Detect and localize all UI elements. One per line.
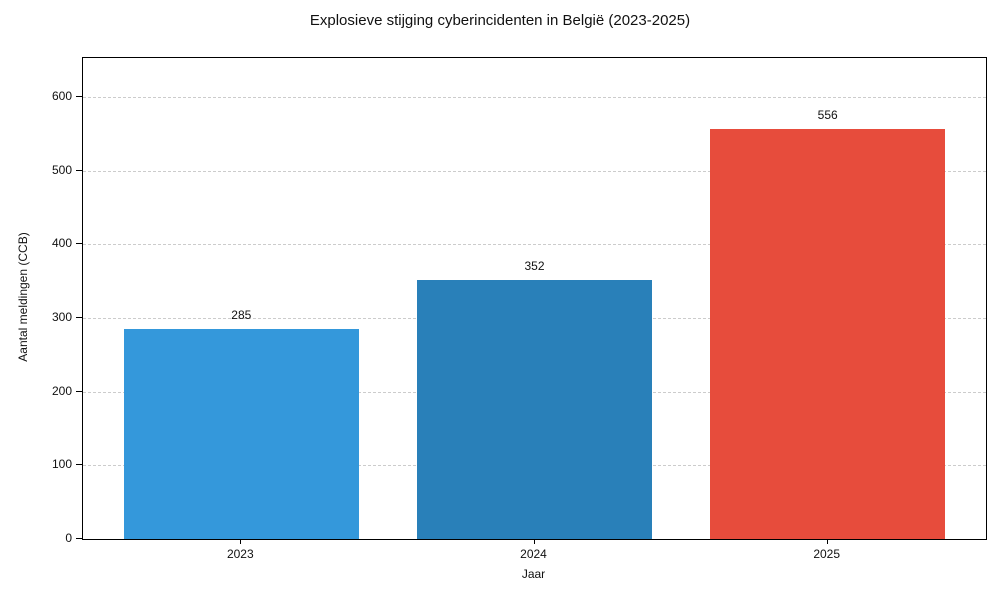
x-tick-mark-2025 — [826, 539, 828, 544]
y-tick-mark-600 — [76, 96, 82, 98]
bar-value-label-2025: 556 — [817, 108, 838, 123]
y-tick-mark-0 — [76, 538, 82, 539]
chart-title: Explosieve stijging cyberincidenten in B… — [309, 12, 691, 29]
x-axis-label: Jaar — [521, 567, 546, 581]
x-tick-mark-2023 — [240, 539, 242, 544]
x-tick-label-2025: 2025 — [813, 547, 841, 561]
y-tick-mark-200 — [76, 390, 82, 392]
y-tick-label-300: 300 — [51, 310, 72, 325]
bar-2025 — [710, 129, 945, 539]
y-tick-label-400: 400 — [51, 236, 72, 251]
y-tick-label-0: 0 — [65, 531, 72, 545]
y-tick-label-100: 100 — [51, 457, 72, 472]
y-tick-mark-400 — [76, 243, 82, 245]
bar-2024 — [417, 279, 652, 539]
x-tick-mark-2024 — [533, 539, 535, 544]
plot-area: 285 352 556 — [82, 57, 987, 540]
bar-value-label-2023: 285 — [231, 308, 252, 323]
y-tick-label-600: 600 — [51, 89, 72, 104]
y-tick-label-500: 500 — [51, 162, 72, 177]
y-tick-mark-100 — [76, 464, 82, 466]
x-tick-label-2023: 2023 — [226, 547, 254, 561]
bar-2023 — [124, 329, 359, 539]
y-tick-mark-300 — [76, 317, 82, 319]
y-gridline-500 — [83, 170, 986, 172]
y-tick-mark-500 — [76, 169, 82, 171]
x-tick-label-2024: 2024 — [520, 547, 547, 561]
y-gridline-600 — [83, 97, 986, 99]
y-axis-label: Aantal meldingen (CCB) — [16, 232, 30, 362]
y-gridline-400 — [83, 244, 986, 246]
bar-value-label-2024: 352 — [524, 258, 545, 273]
y-tick-label-200: 200 — [51, 383, 72, 398]
